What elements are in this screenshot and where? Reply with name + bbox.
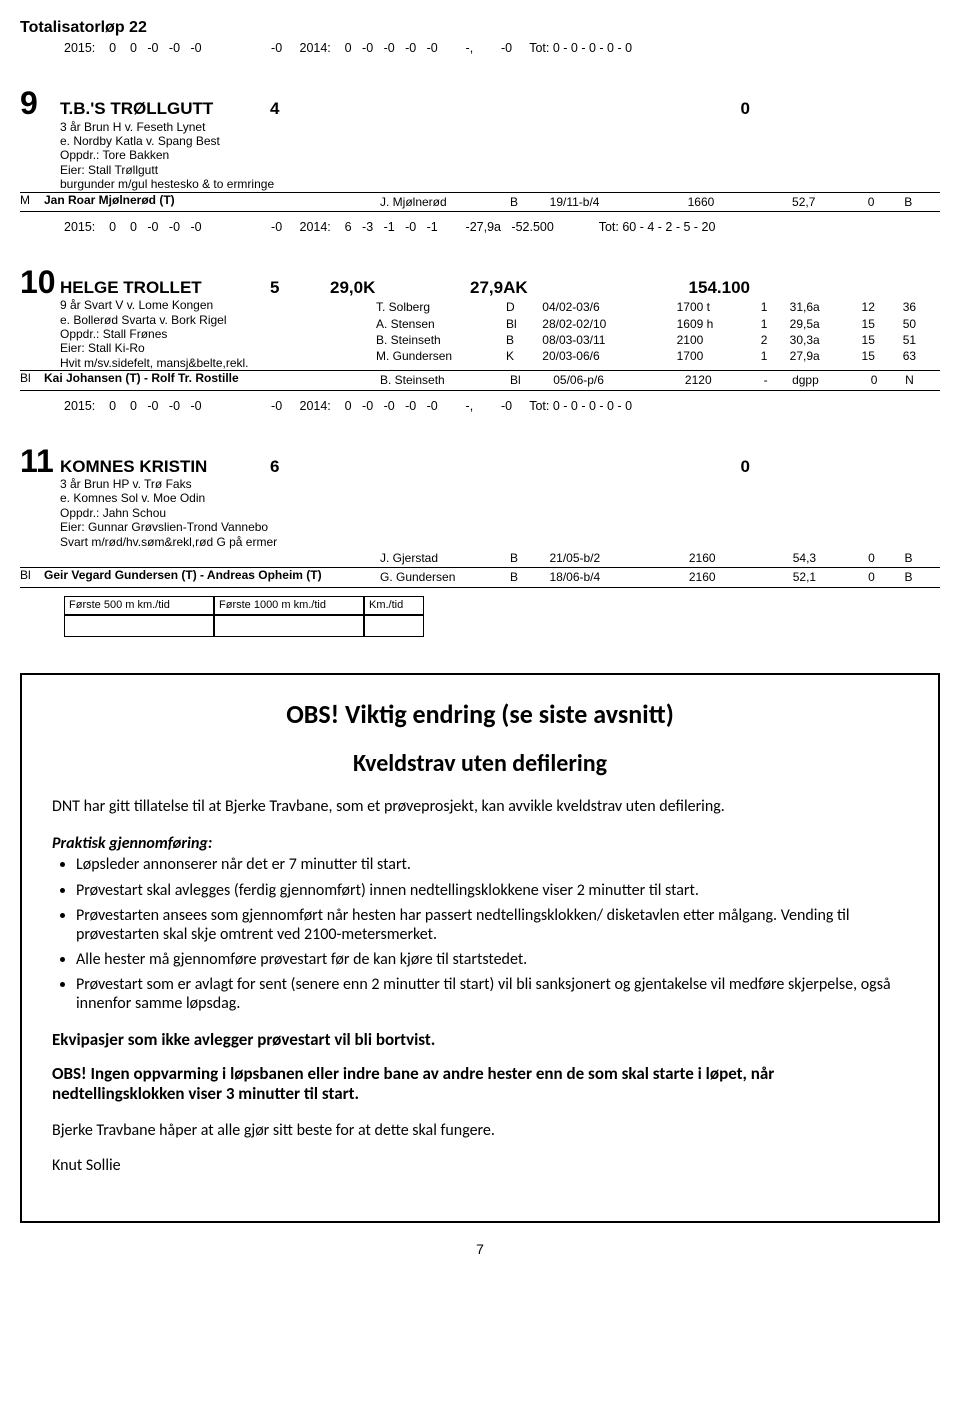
time-box-km: Km./tid bbox=[364, 596, 424, 615]
horse-detail-line: Eier: Stall Ki-Ro bbox=[60, 341, 370, 355]
stats-line: 2015: 0 0 -0 -0 -0 -0 2014: 0 -0 -0 -0 -… bbox=[64, 399, 632, 414]
horse-name: T.B.'S TRØLLGUTT bbox=[60, 99, 270, 119]
driver-row: BlKai Johansen (T) - Rolf Tr. RostilleB.… bbox=[20, 370, 940, 390]
race-entry: 2015: 0 0 -0 -0 -0 -0 2014: 0 -0 -0 -0 -… bbox=[20, 41, 940, 212]
info-bold-2: OBS! Ingen oppvarming i løpsbanen eller … bbox=[52, 1064, 908, 1105]
horse-detail-line: e. Komnes Sol v. Moe Odin bbox=[60, 491, 370, 505]
info-section-head: Praktisk gjennomføring: bbox=[52, 834, 908, 853]
driver-left bbox=[44, 549, 374, 567]
race-entry: 2015: 0 0 -0 -0 -0 -0 2014: 0 -0 -0 -0 -… bbox=[20, 399, 940, 588]
horse-detail-line: 3 år Brun HP v. Trø Faks bbox=[60, 477, 370, 491]
horse-detail-line: Oppdr.: Jahn Schou bbox=[60, 506, 370, 520]
horse-detail-line: Eier: Stall Trøllgutt bbox=[60, 163, 370, 177]
time-boxes-row: Første 500 m km./tid Første 1000 m km./t… bbox=[64, 596, 940, 637]
info-title: OBS! Viktig endring (se siste avsnitt) bbox=[52, 699, 908, 730]
info-signature: Knut Sollie bbox=[52, 1156, 908, 1175]
horse-detail-line: burgunder m/gul hestesko & to ermringe bbox=[60, 177, 370, 191]
entry-number: 9 bbox=[20, 84, 60, 122]
info-bullets: Løpsleder annonserer når det er 7 minutt… bbox=[76, 855, 908, 1013]
col-e: 0 bbox=[630, 457, 750, 477]
info-bullet: Alle hester må gjennomføre prøvestart fø… bbox=[76, 950, 908, 969]
info-bold-1: Ekvipasjer som ikke avlegger prøvestart … bbox=[52, 1030, 908, 1050]
page-number: 7 bbox=[20, 1241, 940, 1258]
entry-number: 11 bbox=[20, 442, 60, 480]
time-box-500: Første 500 m km./tid bbox=[64, 596, 214, 615]
time-box-km-value bbox=[364, 615, 424, 637]
result-row: B. SteinsethB08/03-03/112100230,3a1551 bbox=[372, 333, 938, 347]
info-subtitle: Kveldstrav uten defilering bbox=[52, 750, 908, 779]
bottom-letter: Bl bbox=[20, 371, 44, 389]
driver-row: J. GjerstadB21/05-b/2216054,30B bbox=[20, 549, 940, 567]
race-header: Totalisatorløp 22 bbox=[20, 18, 940, 37]
info-box: OBS! Viktig endring (se siste avsnitt) K… bbox=[20, 673, 940, 1223]
bottom-letter: Bl bbox=[20, 568, 44, 586]
result-row: T. SolbergD04/02-03/61700 t131,6a1236 bbox=[372, 300, 938, 314]
result-row: M. GundersenK20/03-06/61700127,9a1563 bbox=[372, 349, 938, 363]
col-c: 29,0K bbox=[330, 278, 470, 298]
bottom-letter: M bbox=[20, 193, 44, 211]
stats-line: 2015: 0 0 -0 -0 -0 -0 2014: 0 -0 -0 -0 -… bbox=[64, 41, 632, 56]
col-b: 5 bbox=[270, 278, 330, 298]
col-e: 154.100 bbox=[630, 278, 750, 298]
time-box-1000: Første 1000 m km./tid bbox=[214, 596, 364, 615]
time-box-500-value bbox=[64, 615, 214, 637]
info-paragraph: Bjerke Travbane håper at alle gjør sitt … bbox=[52, 1121, 908, 1140]
col-b: 4 bbox=[270, 99, 330, 119]
horse-name: KOMNES KRISTIN bbox=[60, 457, 270, 477]
horse-detail-line: Oppdr.: Stall Frønes bbox=[60, 327, 370, 341]
info-bullet: Prøvestarten ansees som gjennomført når … bbox=[76, 906, 908, 944]
horse-detail-line: e. Bollerød Svarta v. Bork Rigel bbox=[60, 313, 370, 327]
horse-detail-line: Hvit m/sv.sidefelt, mansj&belte,rekl. bbox=[60, 356, 370, 370]
stats-line: 2015: 0 0 -0 -0 -0 -0 2014: 6 -3 -1 -0 -… bbox=[64, 220, 715, 235]
driver-row: BlGeir Vegard Gundersen (T) - Andreas Op… bbox=[20, 567, 940, 587]
horse-detail-line: Eier: Gunnar Grøvslien-Trond Vannebo bbox=[60, 520, 370, 534]
horse-detail-line: Oppdr.: Tore Bakken bbox=[60, 148, 370, 162]
driver-left: Geir Vegard Gundersen (T) - Andreas Ophe… bbox=[44, 568, 374, 586]
horse-detail-line: Svart m/rød/hv.søm&rekl,rød G på ermer bbox=[60, 535, 370, 549]
info-lead: DNT har gitt tillatelse til at Bjerke Tr… bbox=[52, 797, 908, 816]
info-bullet: Prøvestart som er avlagt for sent (sener… bbox=[76, 975, 908, 1013]
race-entry: 2015: 0 0 -0 -0 -0 -0 2014: 6 -3 -1 -0 -… bbox=[20, 220, 940, 391]
driver-left: Jan Roar Mjølnerød (T) bbox=[44, 193, 374, 211]
col-d: 27,9AK bbox=[470, 278, 630, 298]
col-b: 6 bbox=[270, 457, 330, 477]
time-box-1000-value bbox=[214, 615, 364, 637]
result-row: A. StensenBl28/02-02/101609 h129,5a1550 bbox=[372, 317, 938, 331]
entry-number: 10 bbox=[20, 263, 60, 301]
horse-detail-line: 9 år Svart V v. Lome Kongen bbox=[60, 298, 370, 312]
driver-left: Kai Johansen (T) - Rolf Tr. Rostille bbox=[44, 371, 374, 389]
col-e: 0 bbox=[630, 99, 750, 119]
horse-name: HELGE TROLLET bbox=[60, 278, 270, 298]
driver-row: MJan Roar Mjølnerød (T)J. MjølnerødB19/1… bbox=[20, 192, 940, 212]
info-bullet: Løpsleder annonserer når det er 7 minutt… bbox=[76, 855, 908, 874]
horse-detail-line: e. Nordby Katla v. Spang Best bbox=[60, 134, 370, 148]
info-bullet: Prøvestart skal avlegges (ferdig gjennom… bbox=[76, 881, 908, 900]
horse-detail-line: 3 år Brun H v. Feseth Lynet bbox=[60, 120, 370, 134]
bottom-letter bbox=[20, 549, 44, 567]
